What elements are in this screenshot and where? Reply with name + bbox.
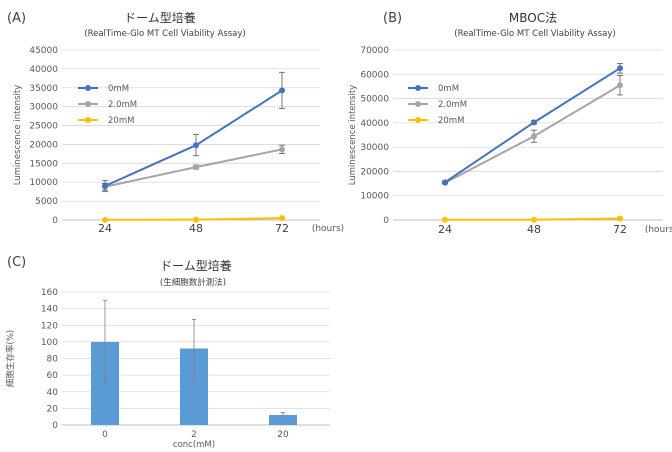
x-tick-label: 20 [277, 430, 289, 440]
panel-label: (A) [7, 11, 26, 26]
legend-swatch-marker [415, 117, 421, 123]
chart-subtitle: (RealTime-Glo MT Cell Viability Assay) [84, 29, 245, 39]
legend-label: 0mM [438, 84, 459, 94]
data-point-2.0mM [279, 146, 285, 153]
panel-label: (C) [7, 255, 26, 270]
x-axis-unit: (hours) [645, 225, 672, 235]
y-tick-label: 10000 [360, 192, 389, 202]
x-tick-label: 48 [189, 222, 203, 235]
legend-label: 20mM [108, 116, 134, 126]
data-point-20mM [102, 216, 108, 223]
y-tick-label: 35000 [29, 84, 58, 94]
y-tick-label: 100 [41, 338, 58, 348]
legend-label: 2.0mM [438, 100, 467, 110]
chart-subtitle: (RealTime-Glo MT Cell Viability Assay) [454, 29, 615, 39]
y-tick-label: 160 [41, 288, 58, 298]
y-axis-title: 細胞生存率(%) [5, 330, 16, 387]
chart-panel-c: (C) ドーム型培養(生細胞数計測法)020406080100120140160細… [5, 255, 330, 450]
chart-panel-b: (B) MBOC法 (RealTime-Glo MT Cell Viability … [348, 11, 672, 236]
legend-label: 20mM [438, 116, 464, 126]
data-point-0mM [531, 119, 537, 126]
data-point-0mM [102, 183, 108, 189]
y-tick-label: 0 [52, 421, 58, 431]
data-point-0mM [617, 65, 623, 72]
y-tick-label: 50000 [360, 95, 389, 105]
y-tick-label: 5000 [35, 197, 58, 207]
x-tick-label: 48 [527, 223, 541, 236]
data-point-0mM [442, 179, 448, 186]
legend-swatch-marker [85, 85, 91, 91]
y-tick-label: 10000 [29, 178, 58, 188]
y-tick-label: 45000 [29, 46, 58, 56]
data-point-0mM [193, 142, 199, 149]
chart-title: MBOC法 [509, 11, 557, 25]
x-tick-label: 24 [438, 223, 452, 236]
y-tick-label: 140 [41, 305, 58, 315]
y-tick-label: 40000 [29, 65, 58, 75]
x-axis-title: conc(mM) [173, 440, 215, 450]
chart-title: ドーム型培養 [160, 258, 232, 273]
y-tick-label: 40 [47, 388, 59, 398]
y-tick-label: 70000 [360, 46, 389, 56]
chart-title: ドーム型培養 [124, 10, 196, 25]
y-tick-label: 60 [47, 371, 59, 381]
series-line-0mM [444, 67, 621, 184]
y-tick-label: 30000 [29, 103, 58, 113]
legend-label: 0mM [108, 84, 129, 94]
y-tick-label: 0 [52, 216, 58, 226]
y-tick-label: 20000 [360, 167, 389, 177]
data-point-20mM [617, 215, 623, 222]
x-axis-unit: (hours) [312, 224, 344, 234]
y-tick-label: 20 [47, 404, 59, 414]
y-tick-label: 25000 [29, 122, 58, 132]
legend-swatch-marker [415, 85, 421, 91]
y-tick-label: 30000 [360, 143, 389, 153]
x-tick-label: 2 [191, 430, 197, 440]
data-point-20mM [442, 216, 448, 223]
chart-subtitle: (生細胞数計測法) [160, 277, 226, 288]
x-tick-label: 0 [102, 430, 108, 440]
data-point-20mM [193, 216, 199, 223]
y-axis-title: Luminescence intensity [13, 85, 23, 185]
x-tick-label: 72 [275, 222, 289, 235]
y-tick-label: 80 [47, 355, 59, 365]
x-tick-label: 72 [613, 223, 627, 236]
panel-label: (B) [383, 11, 402, 26]
y-tick-label: 15000 [29, 159, 58, 169]
data-point-2.0mM [193, 164, 199, 171]
data-point-0mM [279, 87, 285, 94]
legend-label: 2.0mM [108, 100, 137, 110]
data-point-20mM [531, 216, 537, 223]
y-tick-label: 0 [383, 216, 389, 226]
bar-20 [269, 415, 297, 425]
chart-panel-a: (A) ドーム型培養 (RealTime-Glo MT Cell Viability… [7, 10, 344, 235]
legend-swatch-marker [85, 101, 91, 107]
y-tick-label: 120 [41, 321, 58, 331]
legend-swatch-marker [85, 117, 91, 123]
y-axis-title: Luminescence intensity [348, 85, 358, 185]
data-point-2.0mM [617, 82, 623, 89]
data-point-2.0mM [531, 133, 537, 140]
legend-swatch-marker [415, 101, 421, 107]
y-tick-label: 60000 [360, 70, 389, 80]
y-tick-label: 40000 [360, 119, 389, 129]
x-tick-label: 24 [98, 222, 112, 235]
data-point-20mM [279, 215, 285, 222]
y-tick-label: 20000 [29, 140, 58, 150]
